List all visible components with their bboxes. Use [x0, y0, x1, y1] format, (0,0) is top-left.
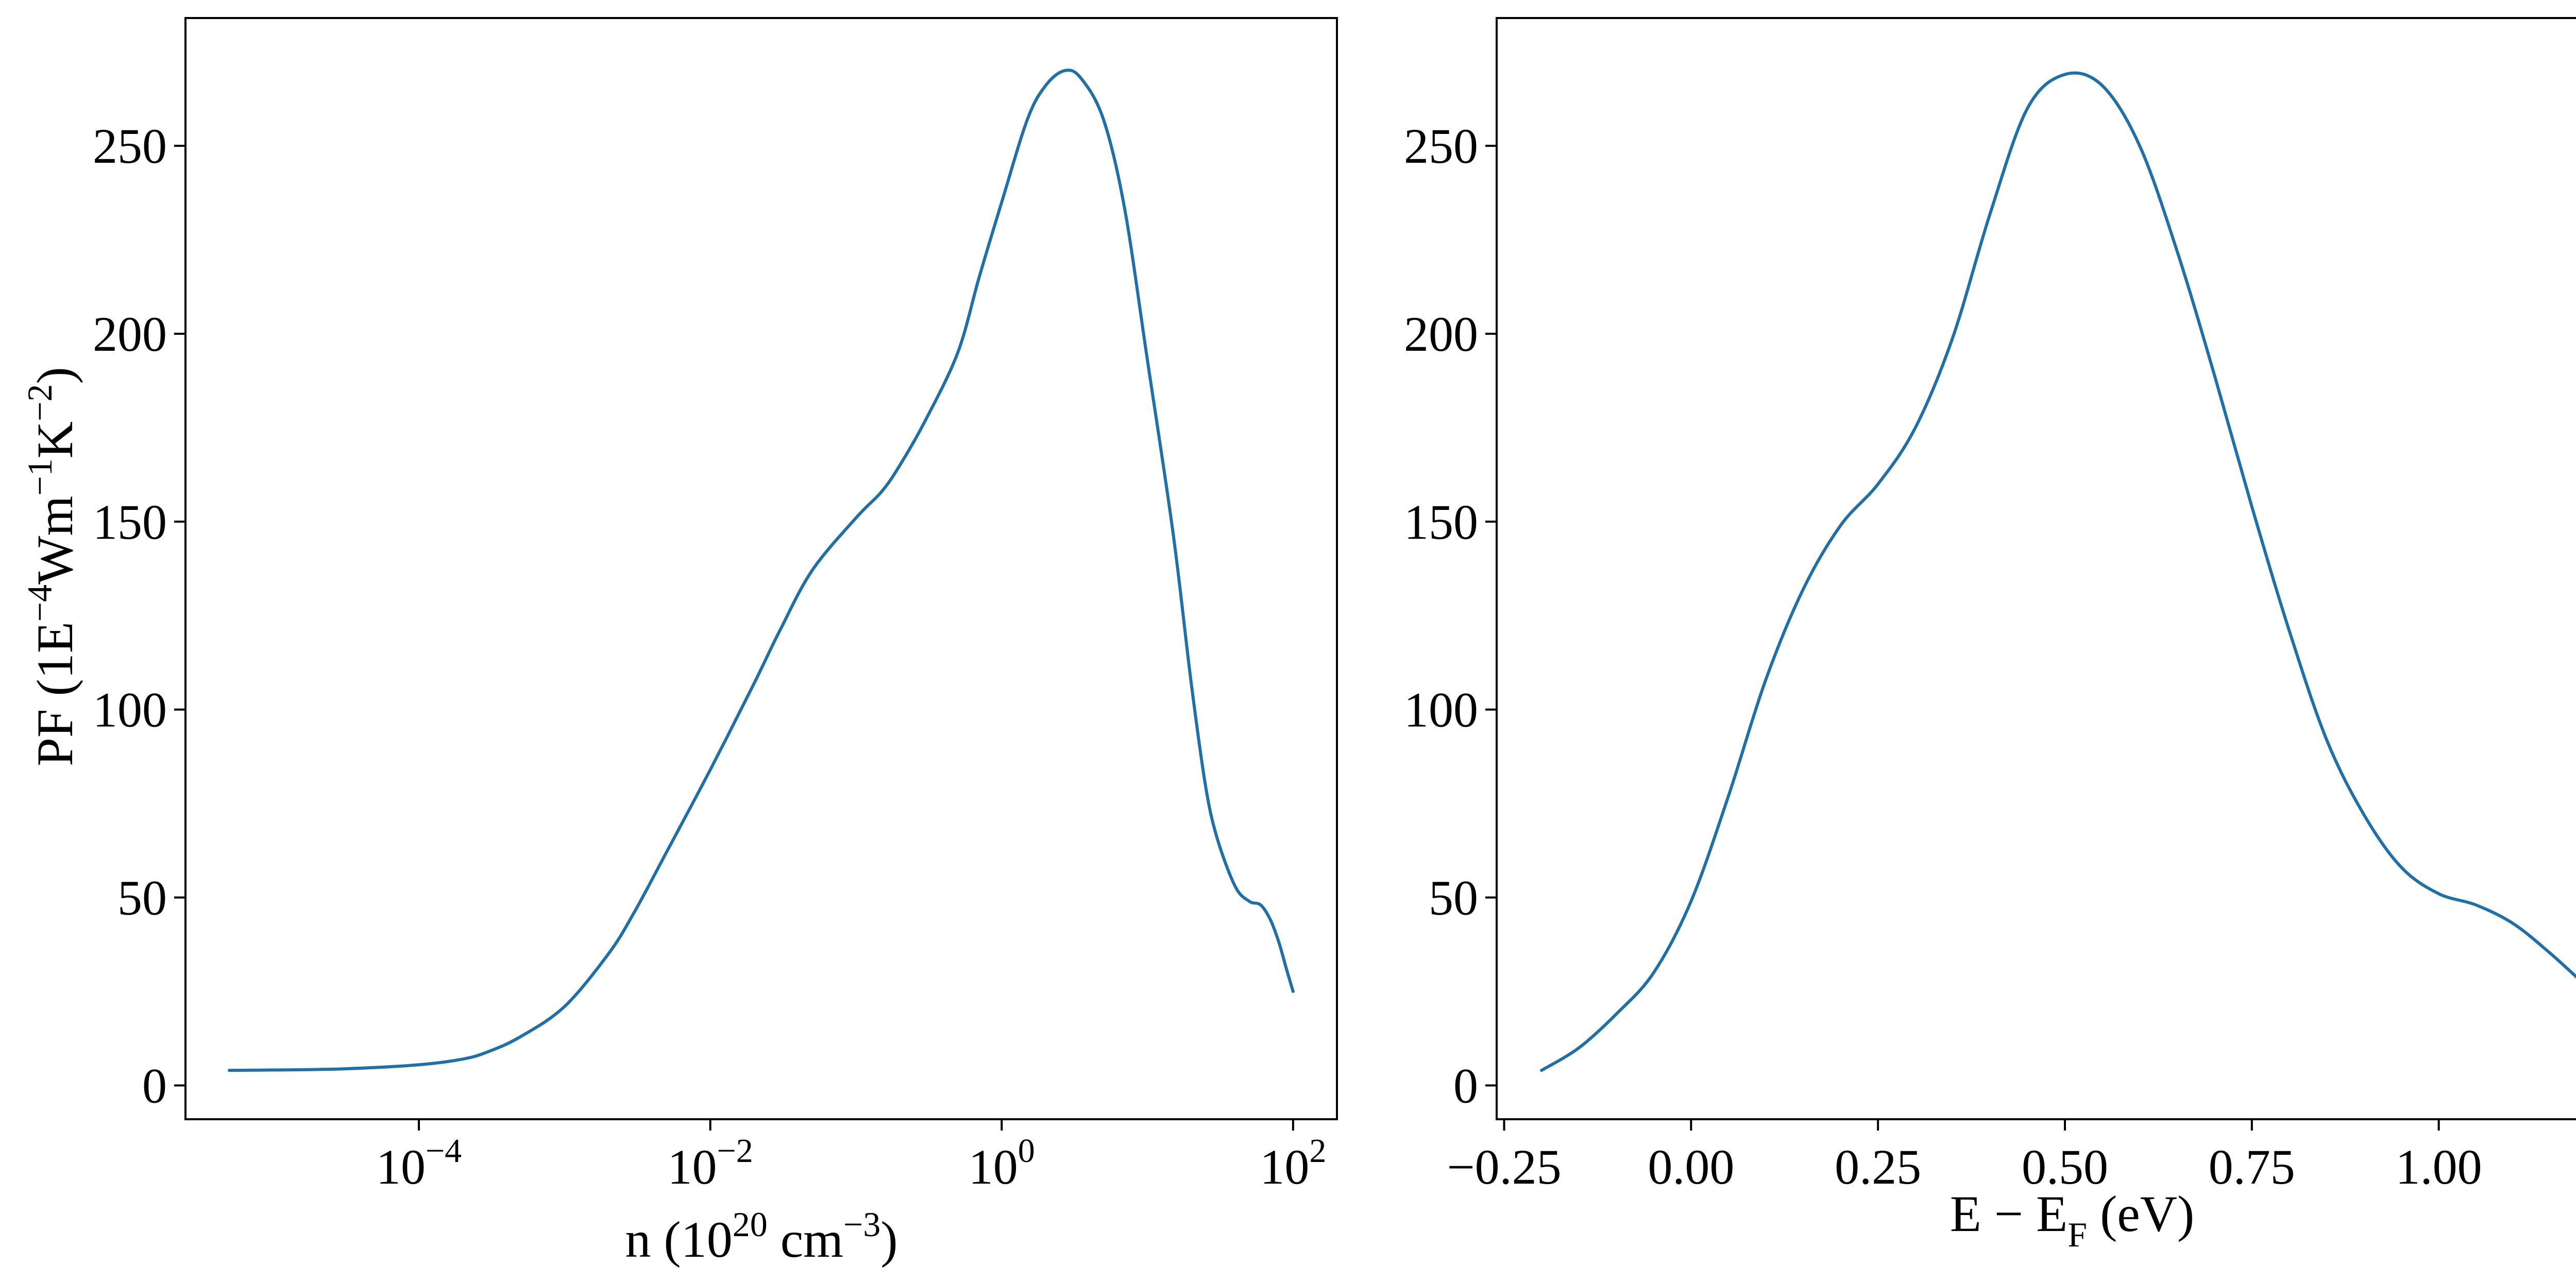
left-x-tick-label-2: 100 — [969, 1132, 1035, 1194]
left-x-tick-label-3: 102 — [1260, 1132, 1326, 1194]
right-y-tick-label-3: 150 — [1404, 494, 1478, 550]
right-chart-panel: 0 50 100 150 200 250 −0.25 0.00 0.25 0.50 0.75 1.00… — [1404, 17, 2576, 1254]
left-y-axis-label: PF (1E−4Wm−1K−2) — [20, 367, 83, 766]
left-y-tick-label-3: 150 — [93, 494, 167, 550]
right-y-tick-label-5: 250 — [1404, 118, 1478, 174]
right-x-tick-label-4: 0.75 — [2209, 1139, 2295, 1194]
right-series-line — [1540, 71, 2576, 1072]
left-series-line — [228, 69, 1295, 1072]
right-x-axis-label: E − EF (eV) — [1950, 1185, 2195, 1254]
left-x-tick-label-0: 10−4 — [376, 1132, 462, 1194]
left-x-tick-label-1: 10−2 — [668, 1132, 753, 1194]
left-y-tick-label-2: 100 — [93, 682, 167, 738]
left-plot-frame — [184, 17, 1338, 1120]
left-y-tick-label-1: 50 — [117, 870, 167, 925]
right-ticks: 0 50 100 150 200 250 −0.25 0.00 0.25 0.50 0.75 1.00… — [1404, 118, 2482, 1194]
right-x-tick-label-5: 1.00 — [2396, 1139, 2482, 1194]
right-x-tick-label-1: 0.00 — [1648, 1139, 1734, 1194]
left-x-axis-label: n (1020 cm−3) — [625, 1205, 897, 1268]
left-y-tick-label-4: 200 — [93, 306, 167, 362]
right-y-tick-label-1: 50 — [1429, 870, 1478, 925]
right-y-tick-label-0: 0 — [1453, 1058, 1478, 1113]
right-x-tick-label-2: 0.25 — [1835, 1139, 1921, 1194]
right-x-tick-label-0: −0.25 — [1447, 1139, 1561, 1194]
right-y-tick-label-4: 200 — [1404, 306, 1478, 362]
right-x-tick-label-3: 0.50 — [2022, 1139, 2108, 1194]
left-ticks: 0 50 100 150 200 250 10−4 10−2 100 102 — [93, 118, 1326, 1194]
right-plot-frame — [1496, 17, 2576, 1120]
left-chart-panel: 0 50 100 150 200 250 10−4 10−2 100 102 n (1020 cm… — [20, 17, 1338, 1268]
left-y-tick-label-0: 0 — [142, 1058, 167, 1113]
right-y-tick-label-2: 100 — [1404, 682, 1478, 738]
left-y-tick-label-5: 250 — [93, 118, 167, 174]
